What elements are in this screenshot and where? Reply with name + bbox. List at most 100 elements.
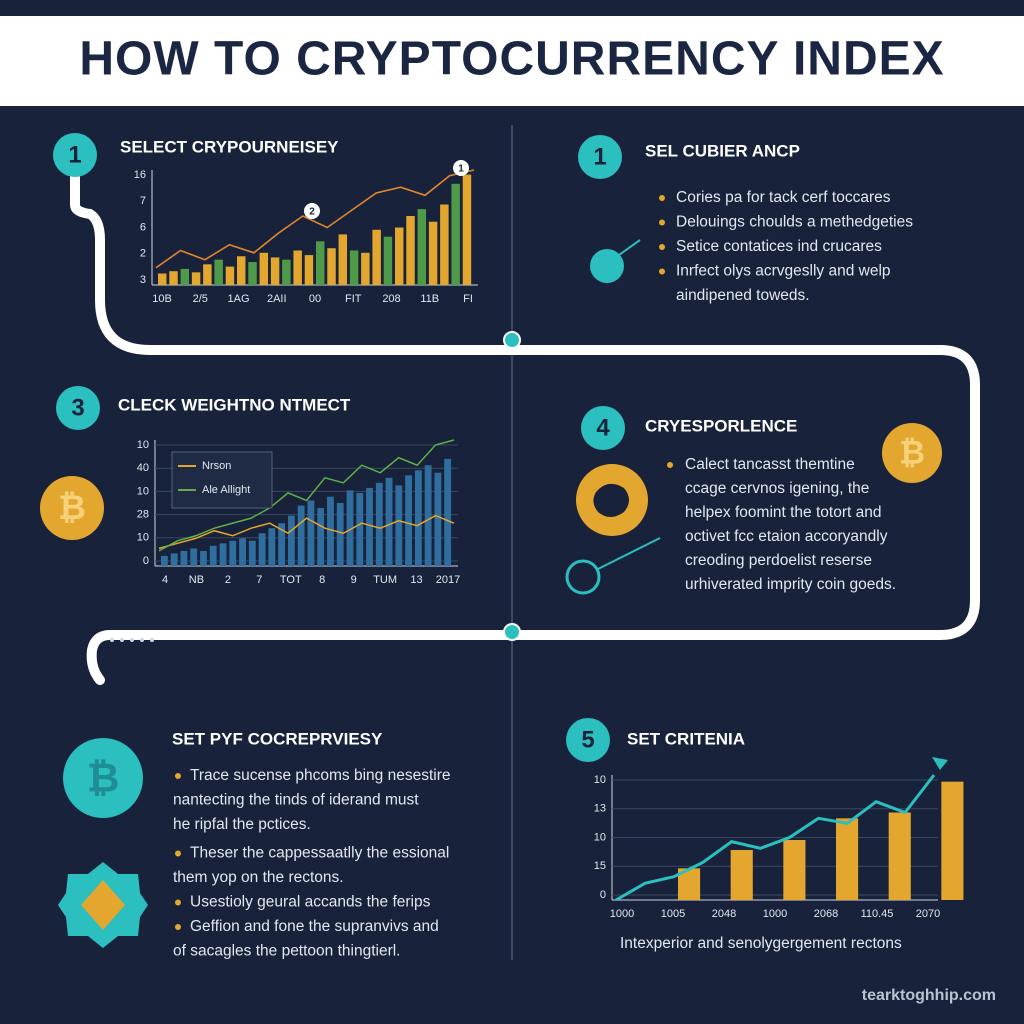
bar [200, 550, 207, 566]
marker [453, 160, 469, 176]
bar [278, 523, 286, 566]
bar [203, 264, 212, 285]
bar [169, 271, 178, 285]
marker-label: 1 [458, 164, 464, 175]
x-tick-label: 2AII [267, 293, 287, 305]
paragraph-line: urhiverated imprity coin goeds. [685, 576, 896, 593]
y-tick-label: 0 [600, 889, 606, 901]
coin [40, 476, 104, 540]
x-tick-label: FI [463, 293, 473, 305]
pointer [591, 537, 661, 573]
y-tick-label: 28 [137, 509, 149, 521]
y-tick-label: 13 [594, 803, 606, 815]
title-band [0, 16, 1024, 106]
bar [338, 234, 348, 285]
step-badge [581, 406, 625, 450]
bar [270, 257, 280, 285]
bar [214, 259, 223, 285]
coin-symbol: ₿ [87, 757, 120, 801]
bullet-text: Delouings choulds a methedgeties [676, 214, 913, 231]
bar [405, 475, 413, 566]
paragraph-line: creoding perdoelist reserse [685, 552, 872, 569]
icon-shape [593, 483, 629, 517]
arrow-head [932, 757, 948, 770]
bullet [659, 268, 665, 275]
section-heading: SEL CUBIER ANCP [645, 141, 800, 160]
x-tick-label: 110.45 [861, 908, 894, 920]
bar [361, 252, 370, 285]
bar [462, 174, 472, 285]
bar [451, 183, 460, 285]
bar [444, 458, 452, 566]
bar [158, 273, 167, 285]
bar [225, 266, 235, 285]
line-series [158, 439, 455, 552]
bar [287, 515, 295, 566]
x-tick-label: 7 [256, 574, 262, 586]
x-tick-label: 2070 [916, 908, 940, 920]
legend-box [171, 451, 273, 509]
bullet-text: Theser the cappessaatlly the essional [190, 845, 449, 862]
y-tick-label: 16 [134, 169, 146, 181]
bullet-text: Usestioly geural accands the ferips [190, 894, 431, 911]
section-heading: SET CRITENIA [627, 729, 745, 748]
bar [356, 492, 364, 566]
bar [440, 204, 449, 285]
section-heading: SET PYF COCREPRVIESY [172, 729, 383, 748]
step-badge [578, 135, 622, 179]
teal-dot [590, 249, 624, 283]
bar [327, 496, 334, 566]
paragraph-line: Calect tancasst themtine [685, 456, 855, 473]
step-number: 4 [596, 414, 610, 441]
y-tick-label: 0 [143, 555, 149, 567]
bullet [659, 219, 665, 226]
x-tick-label: 11B [420, 293, 439, 305]
bar [375, 482, 383, 566]
bar [248, 262, 257, 285]
bar [366, 487, 373, 566]
bullet [659, 195, 665, 201]
bullet-text: them yop on the rectons. [173, 869, 344, 886]
bullet-text: Inrfect olys acrvgeslly and welp [676, 263, 891, 280]
coin [63, 738, 143, 818]
bar [259, 252, 269, 285]
bar [170, 553, 178, 566]
path-connector [70, 170, 980, 685]
x-tick-label: 2 [225, 574, 231, 586]
step-badge [56, 386, 100, 430]
line-series [158, 514, 455, 550]
bar [304, 255, 314, 285]
bullet [175, 773, 181, 779]
x-tick-label: TOT [280, 574, 302, 586]
x-tick-label: 2017 [436, 574, 460, 586]
bar [268, 528, 276, 566]
x-tick-label: 4 [162, 574, 168, 586]
connector-dot [503, 331, 521, 349]
page-title: HOW TO CRYPTOCURRENCY INDEX [79, 33, 944, 86]
bar [434, 472, 442, 566]
footer-url: tearktoghhip.com [862, 987, 996, 1004]
bullet-text: nantecting the tinds of iderand must [173, 792, 419, 809]
bullet [175, 899, 181, 906]
connector-dot [503, 623, 521, 641]
bar [180, 268, 190, 285]
line-series [155, 169, 475, 269]
x-tick-label: 1005 [661, 908, 685, 920]
bar [307, 500, 315, 566]
bullet [667, 462, 673, 468]
bar [424, 465, 432, 566]
step-number: 1 [593, 143, 606, 170]
x-tick-label: 208 [382, 293, 400, 305]
paragraph-line: octivet fcc etaion accoryandly [685, 528, 888, 545]
y-tick-label: 10 [137, 485, 149, 497]
y-tick-label: 2 [140, 248, 146, 260]
paragraph-line: ccage cervnos igening, the [685, 480, 869, 497]
bullet-text: of sacagles the pettoon thingtierl. [173, 943, 400, 960]
bar [191, 272, 201, 285]
bar [209, 545, 217, 566]
bar [219, 543, 227, 566]
dots [110, 638, 154, 642]
y-tick-label: 10 [594, 831, 606, 843]
bullet-text: Geffion and fone the supranvivs and [190, 918, 439, 935]
